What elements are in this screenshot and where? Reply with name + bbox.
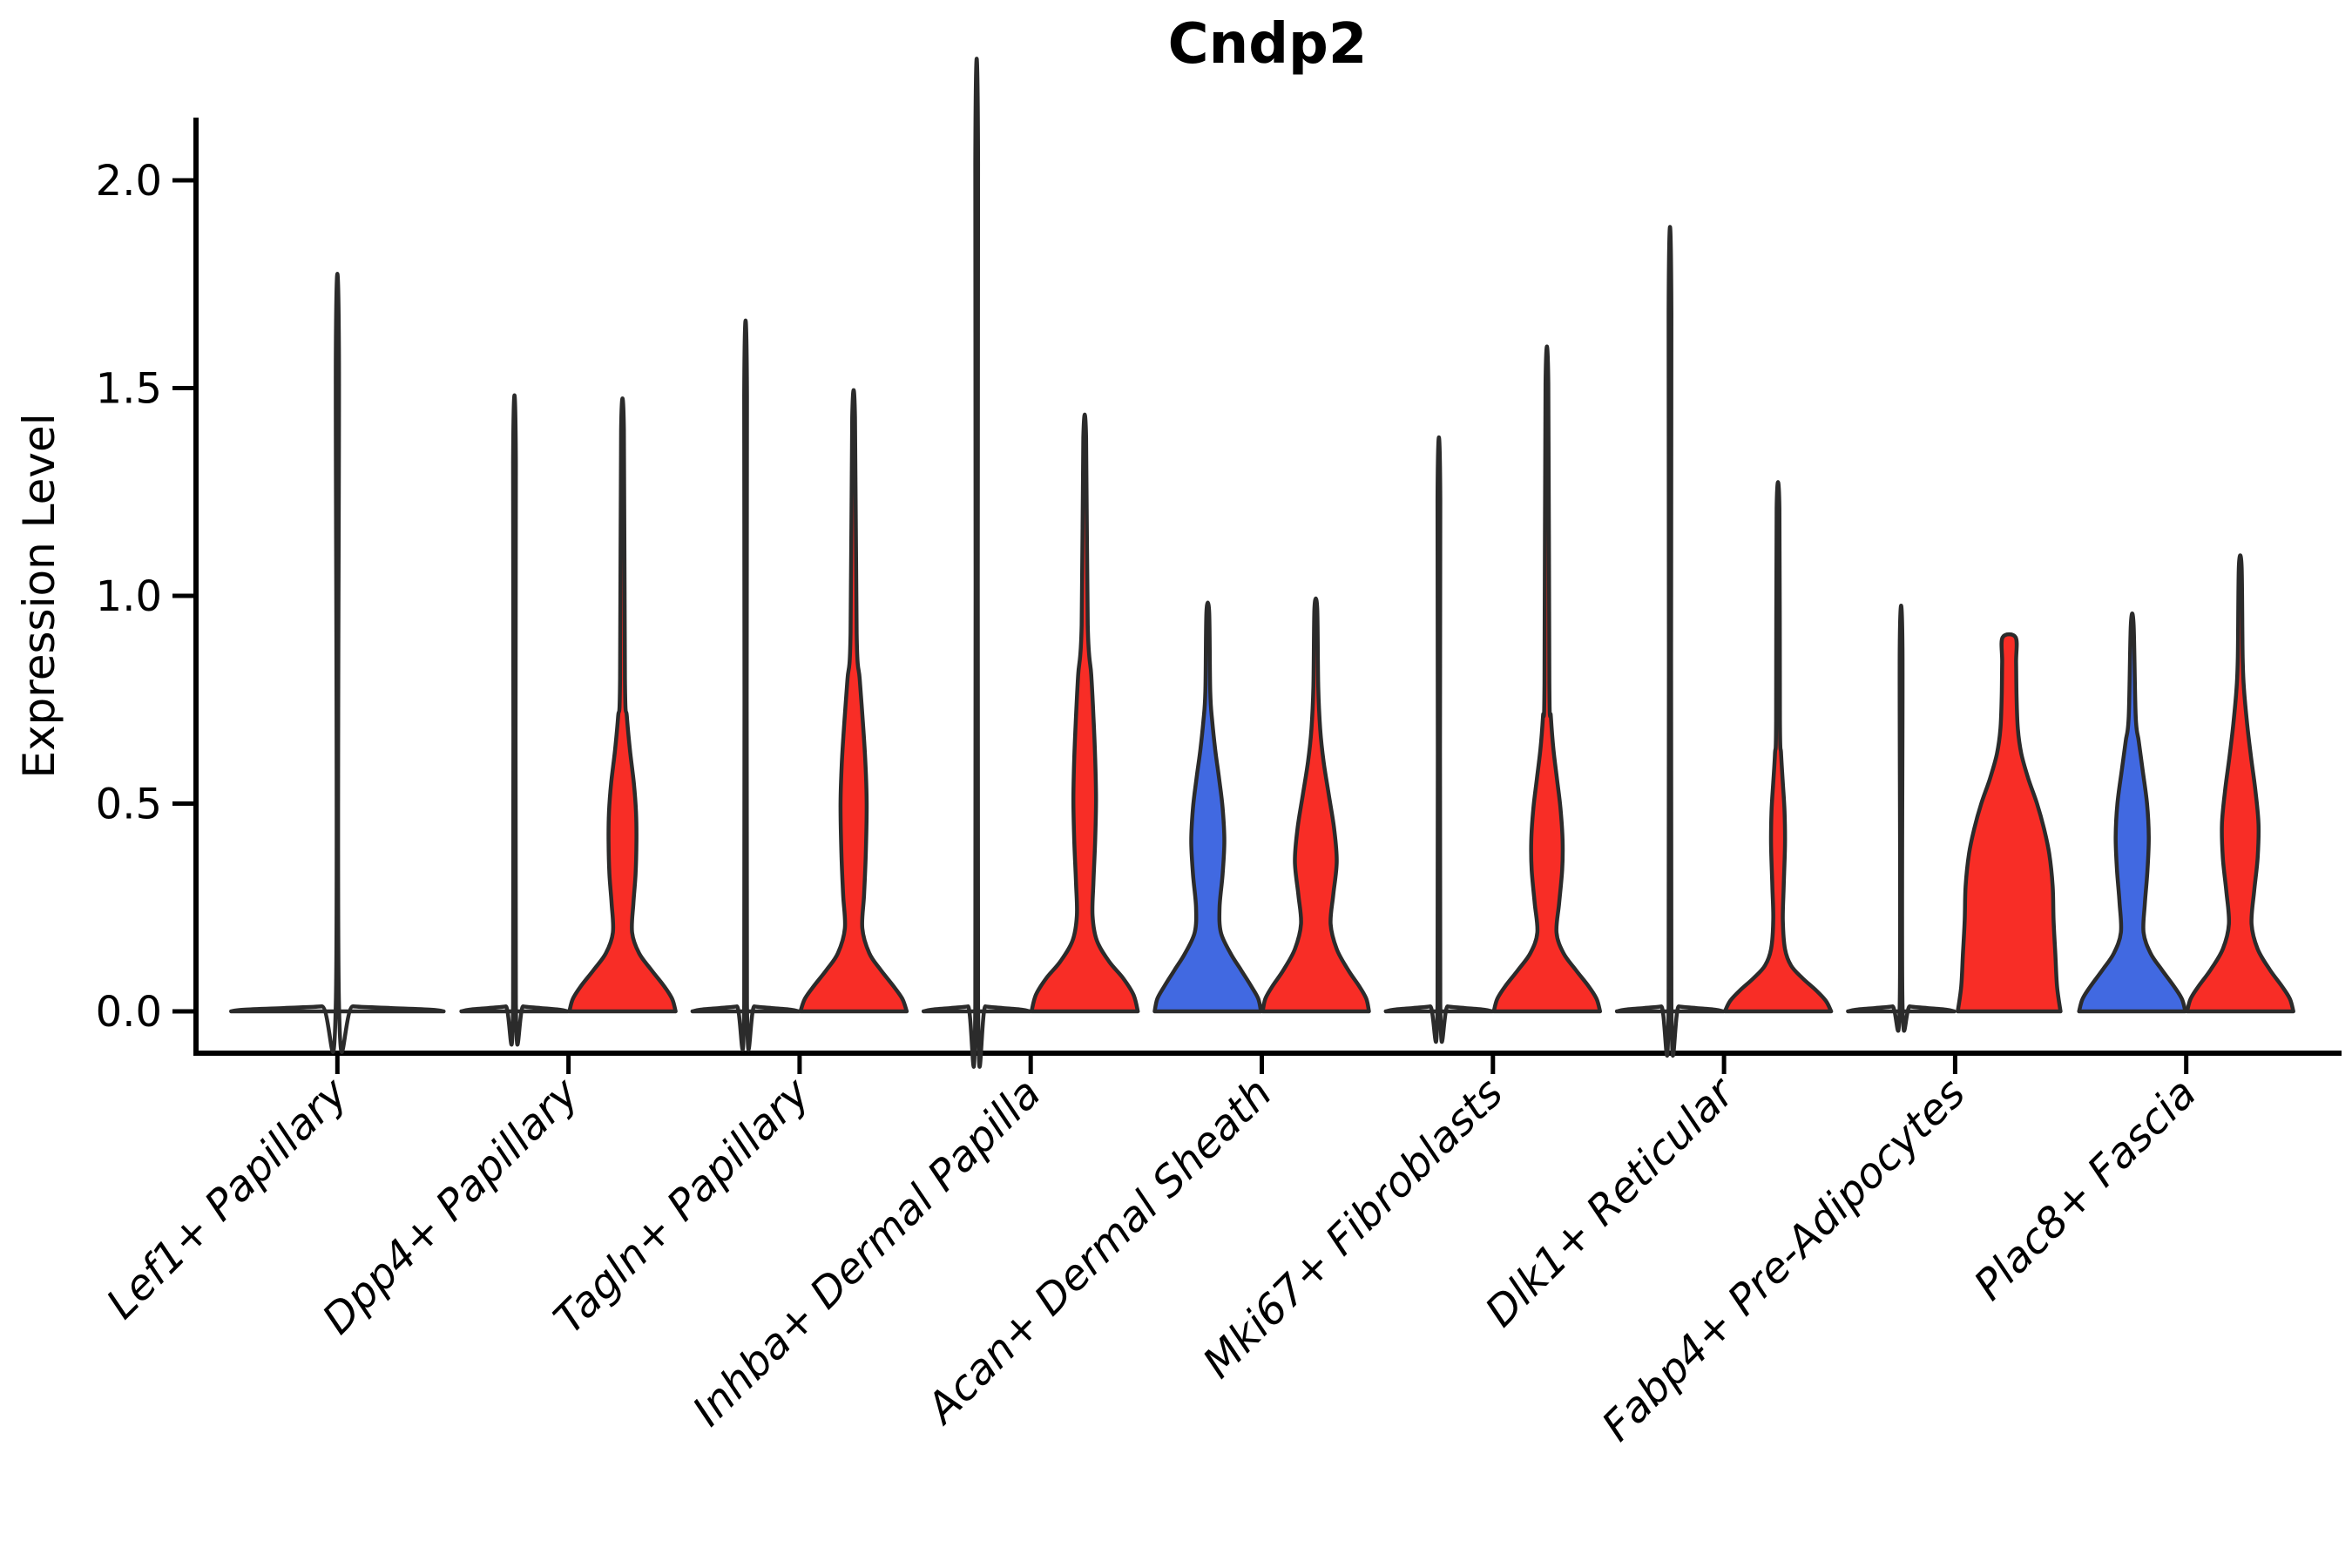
violin-blue-4-left	[1152, 600, 1263, 1014]
violin-flat-2-left	[690, 318, 801, 1051]
y-tick-label: 0.5	[96, 781, 162, 829]
violin-red-4-right	[1260, 596, 1371, 1014]
chart-title: Cndp2	[1168, 12, 1368, 77]
violin-flat-7-left	[1846, 603, 1957, 1033]
x-tick-label: Plac8+ Fascia	[1965, 1069, 2207, 1310]
violin-flat-6-left	[1614, 225, 1726, 1058]
violin-red-6-right	[1722, 480, 1834, 1014]
y-tick-label: 2.0	[96, 157, 162, 206]
violin-blue-8-left	[2077, 612, 2187, 1014]
x-tick-label: Dlk1+ Reticular	[1476, 1067, 1746, 1337]
x-tick-label: Dpp4+ Papillary	[313, 1068, 588, 1343]
violin-flat-5-left	[1383, 435, 1495, 1044]
violin-red-1-right	[567, 396, 678, 1014]
violin-flat-3-left	[921, 57, 1032, 1069]
violin-flat-0-center	[229, 272, 446, 1054]
y-tick-label: 1.0	[96, 572, 162, 621]
violin-red-8-right	[2185, 553, 2295, 1014]
y-axis-label: Expression Level	[14, 413, 64, 778]
violin-flat-1-left	[459, 393, 570, 1047]
x-tick-label: Tagln+ Papillary	[544, 1068, 820, 1343]
violin-red-2-right	[798, 388, 909, 1014]
violin-red-3-right	[1029, 413, 1140, 1014]
x-tick-label: Fabp4+ Pre-Adipocytes	[1592, 1069, 1975, 1451]
violin-red-7-right	[1956, 632, 2063, 1014]
y-tick-label: 1.5	[96, 365, 162, 414]
x-tick-label: Lef1+ Papillary	[98, 1068, 358, 1328]
violin-red-5-right	[1491, 344, 1603, 1014]
y-tick-label: 0.0	[96, 988, 162, 1037]
